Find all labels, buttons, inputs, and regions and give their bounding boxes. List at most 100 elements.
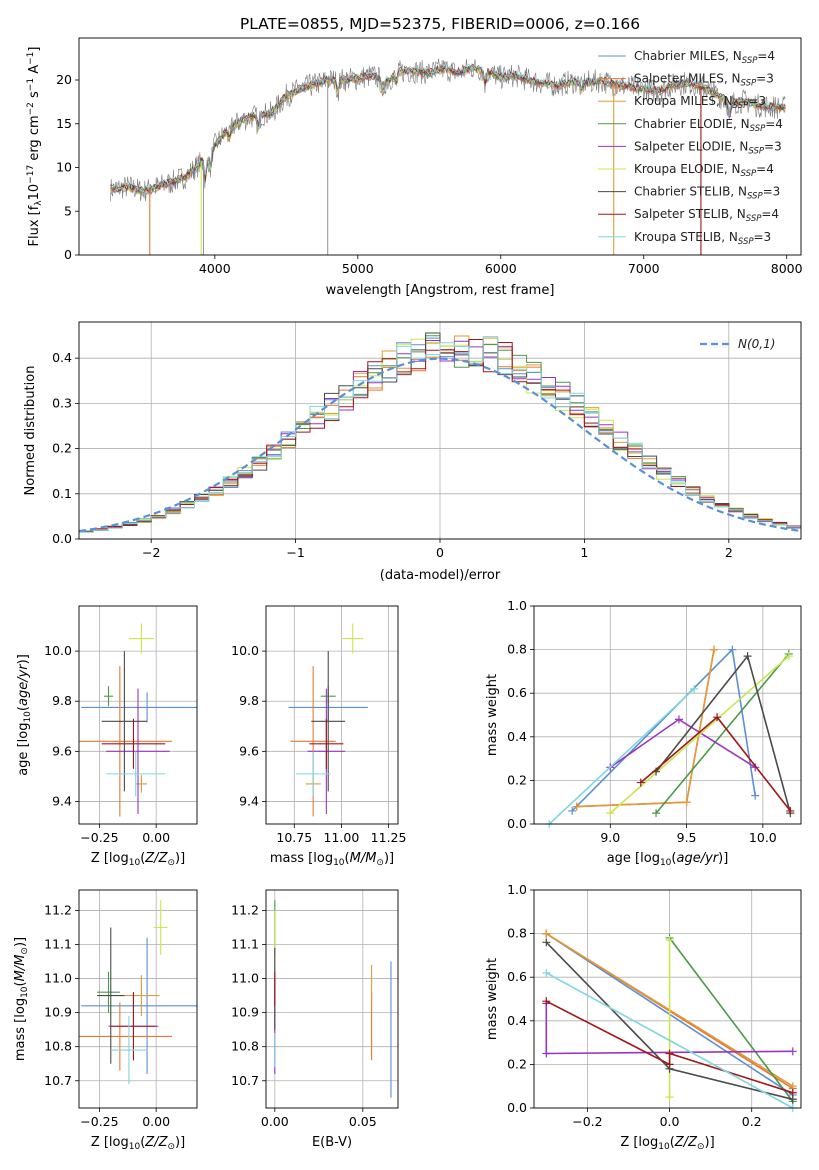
legend-label: Salpeter STELIB, NSSP=4: [634, 207, 779, 224]
y-tick-label: 0.3: [52, 395, 72, 410]
x-axis-label-part: 10: [129, 858, 141, 868]
x-axis-label-part: )]: [175, 851, 185, 866]
y-tick-label: 10.0: [44, 643, 72, 658]
y-axis-label-part: age/yr: [16, 663, 31, 706]
legend-sub: SSP: [742, 56, 758, 66]
spectrum-lines: [110, 58, 786, 255]
y-tick-label: 0.0: [52, 531, 72, 546]
x-axis-label-part: 10: [129, 1142, 141, 1152]
x-axis-label-part: (: [671, 851, 676, 866]
y-tick-label: 20: [56, 72, 72, 87]
x-tick-label: 9.5: [677, 830, 697, 845]
y-axis-label-part: Normed distribution: [23, 366, 38, 496]
y-axis-label-part: −17: [26, 165, 36, 184]
axes-frame-mass_vs_Z: [78, 889, 198, 1109]
x-tick-label: 0.0: [660, 1114, 680, 1129]
mass-weight-marker: [665, 1093, 674, 1102]
x-axis-label-part: ⊙: [167, 858, 175, 868]
y-axis-label-part: s: [27, 91, 42, 102]
x-axis-label-part: E(B-V): [312, 1135, 352, 1150]
x-axis-label-part: (: [140, 1135, 145, 1150]
mass-weight-marker: [786, 806, 795, 815]
y-axis-label-part: age [log: [16, 723, 31, 776]
x-axis-label-part: (: [670, 1135, 675, 1150]
gaussian-reference-curve: [79, 357, 801, 533]
mass-weight-marker: [710, 645, 719, 654]
y-axis-label-part: λ: [34, 200, 44, 206]
model-spectrum-line: [110, 63, 786, 194]
x-tick-label: 5000: [342, 261, 374, 276]
x-tick-label: 0.00: [142, 830, 170, 845]
y-axis-label-part: (: [13, 981, 28, 986]
y-tick-label: 9.6: [52, 743, 72, 758]
x-axis-label-part: (: [345, 851, 350, 866]
y-tick-label: 10: [56, 160, 72, 175]
x-axis-label-part: Z/Z: [144, 851, 168, 866]
x-axis-label-part: Z [log: [91, 1135, 129, 1150]
legend-label: Chabrier ELODIE, NSSP=4: [634, 117, 783, 134]
mass-weight-marker: [674, 715, 683, 724]
model-spectrum-line: [110, 63, 786, 193]
axes-frame-age_vs_Z: [78, 605, 198, 825]
legend-n: =3: [756, 72, 774, 86]
model-spectrum-line: [110, 66, 786, 197]
y-axis-label-part: erg cm: [27, 115, 42, 164]
y-tick-label: 9.6: [239, 743, 259, 758]
y-tick-label: 0.0: [507, 816, 527, 831]
y-axis-label: mass weight: [485, 958, 500, 1040]
errorbars-mass_vs_ebv: [274, 900, 392, 1098]
y-axis-label-part: mass weight: [485, 958, 500, 1040]
y-tick-label: 10.8: [44, 1039, 72, 1054]
y-axis-label-part: ]: [27, 47, 42, 52]
legend-sub: SSP: [733, 101, 749, 111]
y-axis-label: Normed distribution: [23, 366, 38, 496]
legend-sub: SSP: [748, 146, 764, 156]
y-axis-label: Flux [fλ10−17 erg cm−2 s−1 A−1]: [26, 47, 44, 247]
x-axis-label: wavelength [Angstrom, rest frame]: [326, 283, 555, 298]
errorbars-mass_vs_Z: [79, 900, 197, 1085]
errorbars-age_vs_mass: [288, 623, 368, 817]
x-axis-label-part: (data-model)/error: [380, 568, 501, 583]
y-tick-label: 0.8: [507, 642, 527, 657]
legend-n: =4: [756, 162, 774, 176]
y-tick-label: 5: [64, 203, 72, 218]
residual-histograms: [79, 332, 801, 535]
y-tick-label: 15: [56, 116, 72, 131]
residual-histogram-step: [79, 336, 801, 534]
mass-weight-marker: [542, 1049, 551, 1058]
mass-weight-marker: [542, 929, 551, 938]
y-axis-label-part: A: [27, 65, 42, 78]
y-tick-label: 11.2: [231, 902, 259, 917]
x-axis-label-part: Z/Z: [144, 1135, 168, 1150]
axes-frame-mass_vs_ebv: [265, 889, 399, 1109]
y-tick-label: 10.9: [231, 1005, 259, 1020]
y-tick-label: 10.0: [231, 643, 259, 658]
axes-frame-spectrum: [78, 37, 802, 256]
mass-weight-marker: [690, 684, 699, 693]
figure-title: PLATE=0855, MJD=52375, FIBERID=0006, z=0…: [240, 15, 640, 33]
x-axis-label-part: )]: [384, 851, 394, 866]
mass-weight-marker: [665, 1060, 674, 1069]
legend-sub: SSP: [741, 169, 757, 179]
legend-label: Chabrier MILES, NSSP=4: [634, 49, 775, 66]
legend-label: Kroupa STELIB, NSSP=3: [634, 230, 771, 247]
y-tick-label: 0: [64, 247, 72, 262]
legend-sub: SSP: [747, 192, 763, 202]
x-axis-label-part: )]: [705, 1135, 715, 1150]
legend-label: Chabrier STELIB, NSSP=3: [634, 185, 780, 202]
axes-mass_vs_ebv: 0.00 0.05 10.7 10.8 10.9 11.0 11.1 11.2: [231, 890, 398, 1129]
x-axis-label-part: ⊙: [697, 1142, 705, 1152]
mass-weight-marker: [713, 713, 722, 722]
x-axis-label-part: M/M: [350, 851, 377, 866]
x-axis-label-part: 10: [333, 858, 345, 868]
y-axis-label-part: M/M: [13, 955, 28, 982]
y-axis-label-part: mass [log: [13, 998, 28, 1061]
legend-label: Salpeter ELODIE, NSSP=3: [634, 139, 782, 156]
spectrum-legend: Chabrier MILES, NSSP=4 Salpeter MILES, NS…: [598, 49, 783, 247]
y-tick-label: 10.9: [44, 1005, 72, 1020]
x-tick-label: 7000: [628, 261, 660, 276]
mass-weight-line: [548, 688, 695, 825]
y-axis-label-part: )]: [16, 654, 31, 664]
legend-n: =3: [754, 230, 772, 244]
y-axis-label: mass weight: [485, 674, 500, 756]
